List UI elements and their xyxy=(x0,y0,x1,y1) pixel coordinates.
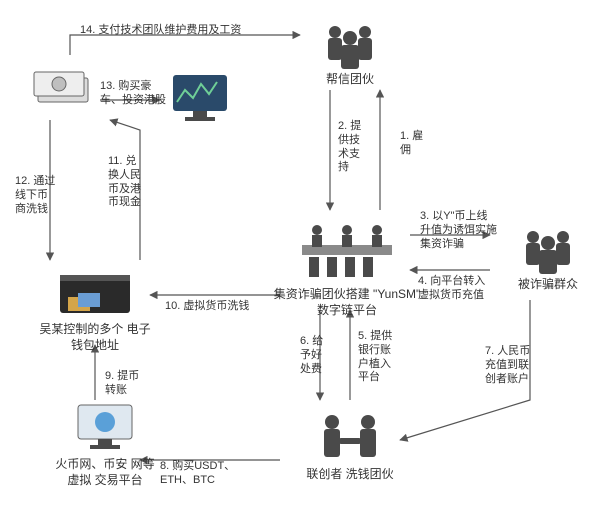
edge-label-e4: 4. 向平台转入 虚拟货币充值 xyxy=(418,275,485,303)
edge-label-e5: 5. 提供 银行账 户植入 平台 xyxy=(358,330,392,385)
node-lianchuang: 联创者 洗钱团伙 xyxy=(290,410,410,483)
node-monitor xyxy=(165,70,235,130)
node-wallet: 吴某控制的多个 电子钱包地址 xyxy=(35,265,155,353)
edge-label-e2: 2. 提 供技 术支 持 xyxy=(338,120,361,175)
people-group-icon xyxy=(513,225,583,275)
edge-label-e10: 10. 虚拟货币洗钱 xyxy=(165,300,249,314)
edge-label-e13: 13. 购买豪 车、投资港股 xyxy=(100,80,166,108)
edge-label-e11: 11. 兑 换人民 币及港 币现金 xyxy=(108,155,141,210)
node-bangxin: 帮信团伙 xyxy=(300,20,400,88)
node-bangxin-label: 帮信团伙 xyxy=(326,72,374,88)
edge-label-e14: 14. 支付技术团队维护费用及工资 xyxy=(80,24,241,38)
edge-label-e12: 12. 通过 线下币 商洗钱 xyxy=(15,175,55,216)
node-exchange-label: 火币网、币安 网等虚拟 交易平台 xyxy=(50,457,160,488)
edge-e14 xyxy=(70,35,300,55)
node-lianchuang-label: 联创者 洗钱团伙 xyxy=(306,467,393,483)
exchange-monitor-icon xyxy=(70,400,140,455)
meeting-table-icon xyxy=(287,215,407,285)
cash-icon xyxy=(30,60,100,110)
wallet-icon xyxy=(50,265,140,320)
node-cash xyxy=(30,60,100,115)
node-wallet-label: 吴某控制的多个 电子钱包地址 xyxy=(35,322,155,353)
node-jizi-label: 集资诈骗团伙搭建 "YunSM" 数字链平台 xyxy=(272,287,422,318)
monitor-icon xyxy=(165,70,235,125)
node-victims-label: 被诈骗群众 xyxy=(518,277,578,293)
node-jizi: 集资诈骗团伙搭建 "YunSM" 数字链平台 xyxy=(272,215,422,318)
edge-label-e3: 3. 以Y"币上线 升值为诱饵实施 集资诈骗 xyxy=(420,210,497,251)
people-group-icon xyxy=(315,20,385,70)
node-victims: 被诈骗群众 xyxy=(498,225,598,293)
edge-label-e1: 1. 雇 佣 xyxy=(400,130,423,158)
edge-label-e9: 9. 提币 转账 xyxy=(105,370,139,398)
edge-label-e7: 7. 人民币 充值到联 创者账户 xyxy=(485,345,530,386)
handshake-icon xyxy=(310,410,390,465)
node-exchange: 火币网、币安 网等虚拟 交易平台 xyxy=(50,400,160,488)
edge-label-e6: 6. 给 予好 处费 xyxy=(300,335,323,376)
edge-label-e8: 8. 购买USDT、 ETH、BTC xyxy=(160,460,235,488)
